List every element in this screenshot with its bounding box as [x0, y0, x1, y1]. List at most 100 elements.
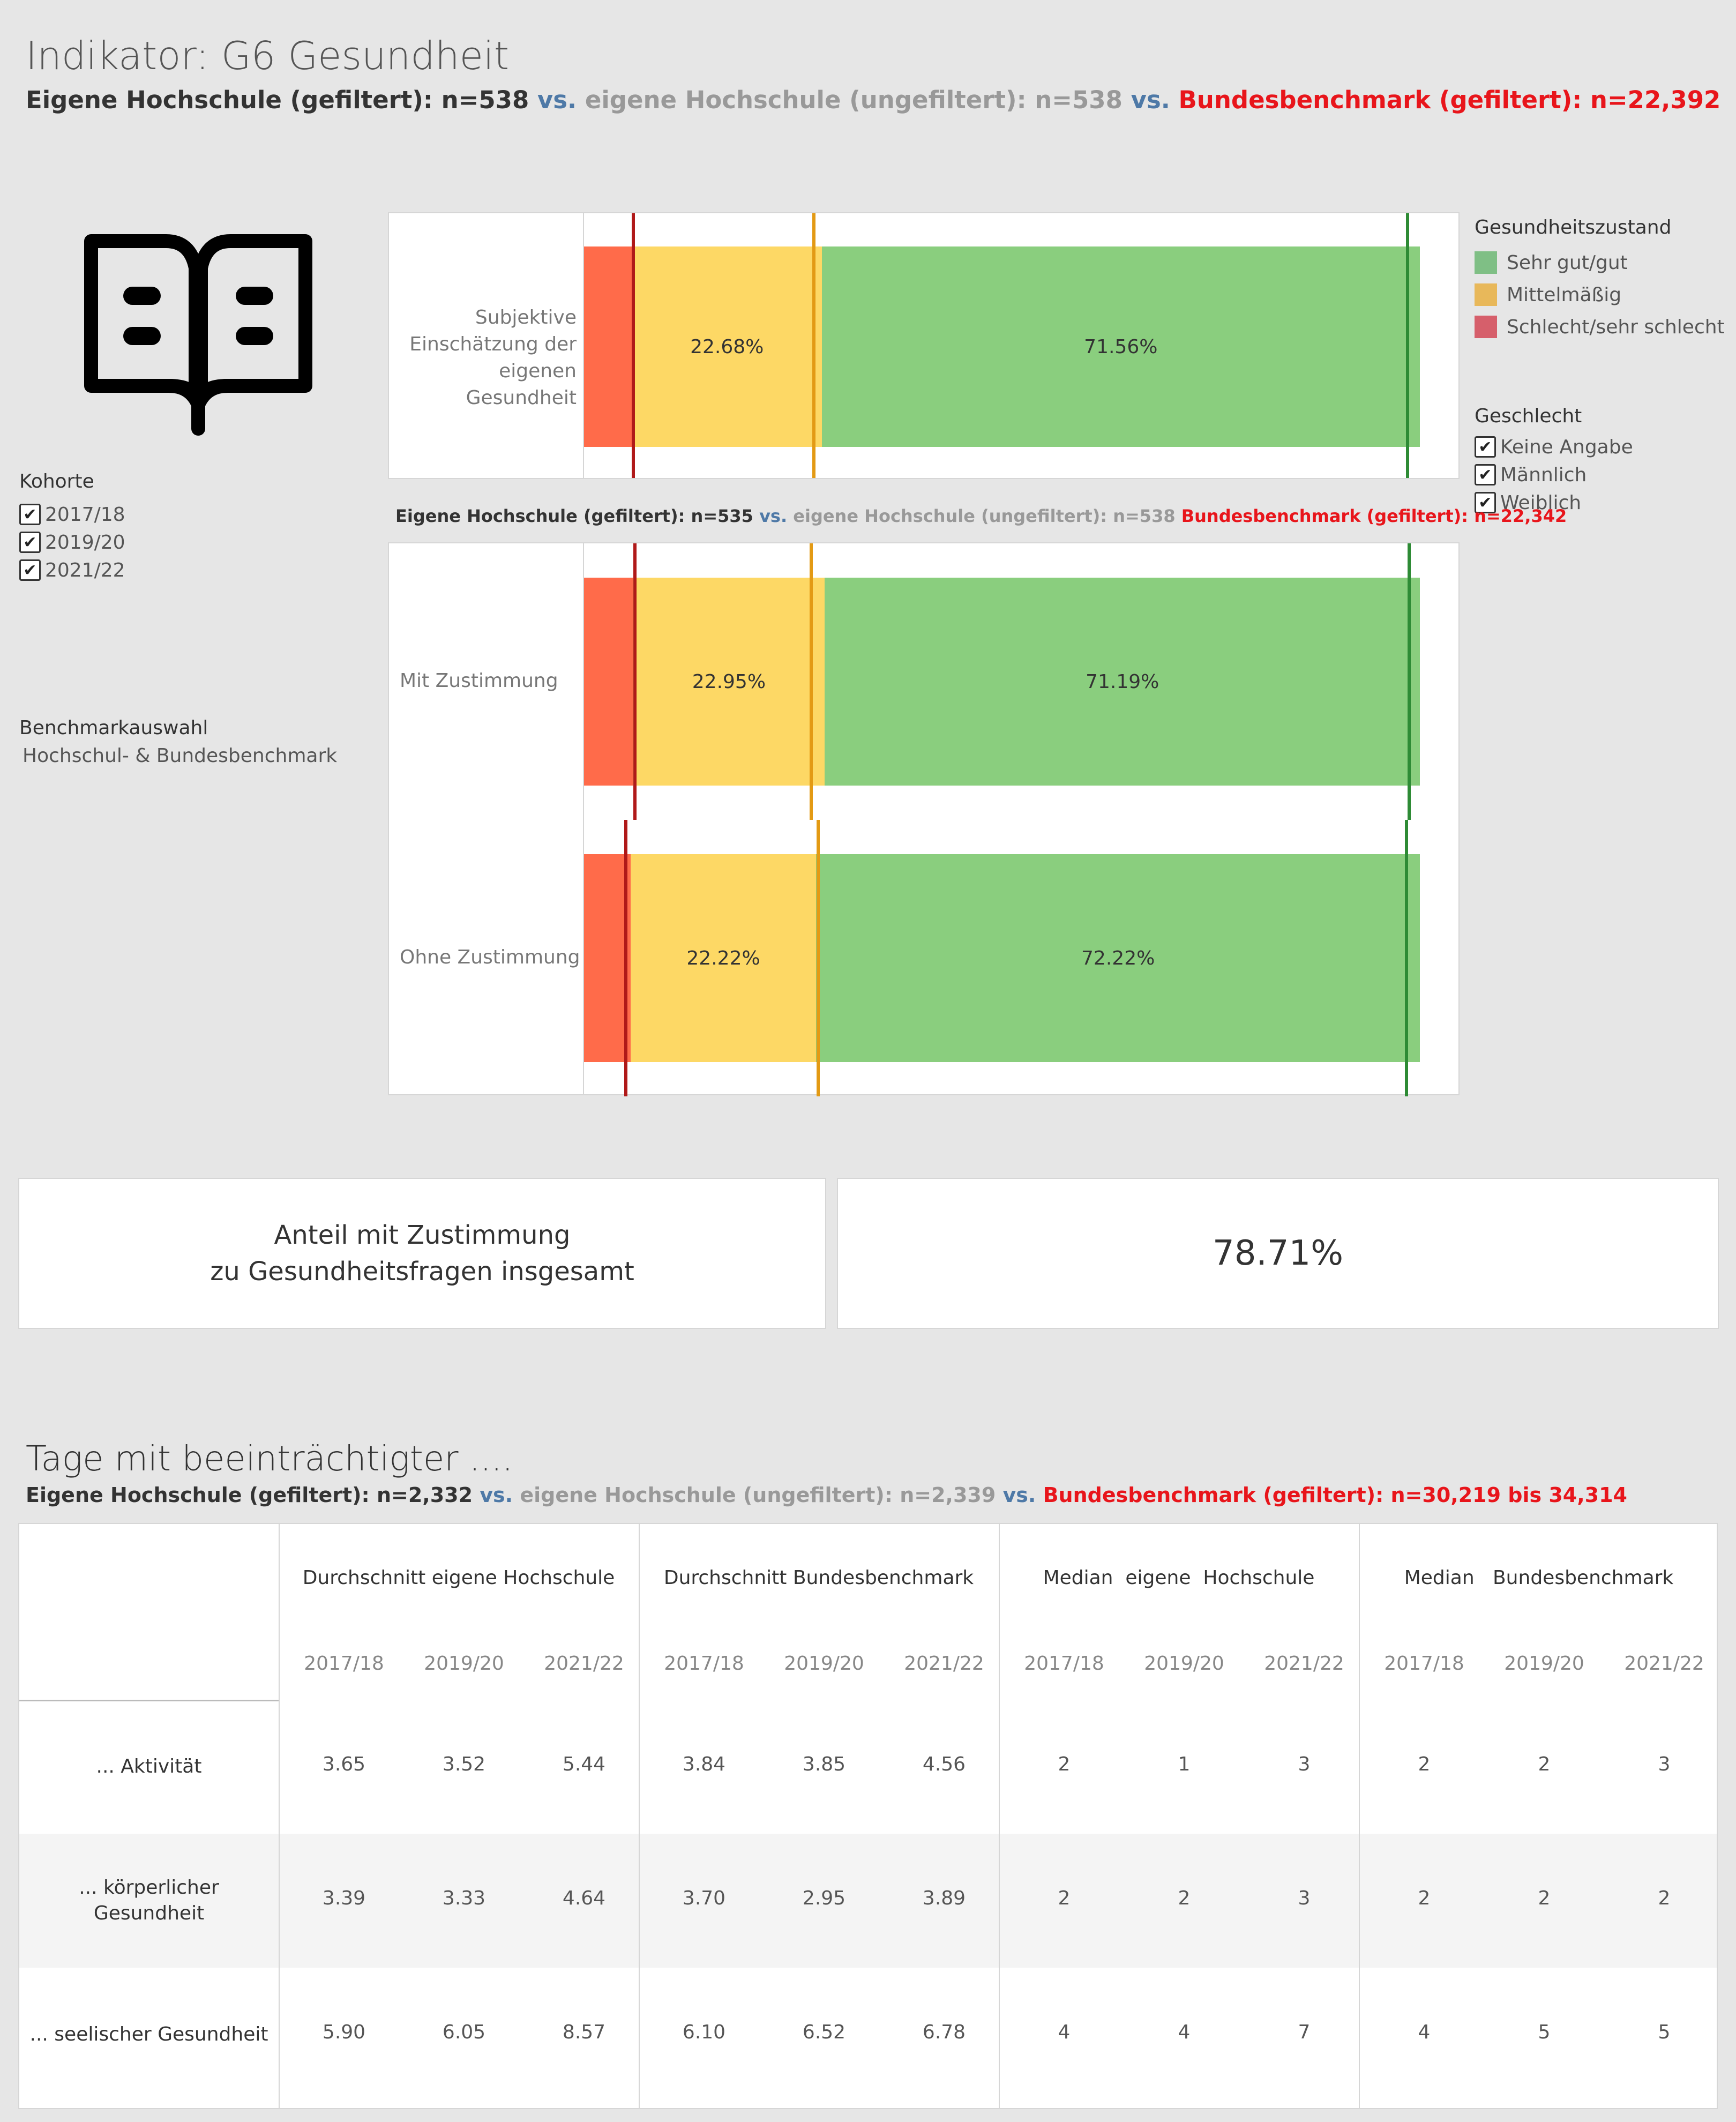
bar-good[interactable] — [816, 854, 1420, 1062]
table-cell: 4.64 — [562, 1887, 606, 1909]
benchmark-line-mid — [816, 820, 820, 1096]
chart-divider — [583, 543, 584, 1094]
column-group-header: Durchschnitt eigene Hochschule — [302, 1567, 615, 1589]
kohorte-title: Kohorte — [19, 470, 94, 492]
check-icon[interactable]: ✔ — [1475, 492, 1496, 513]
legend-swatch — [1475, 283, 1497, 306]
table-cell: 4.56 — [922, 1753, 966, 1775]
table-cell: 3.33 — [442, 1887, 486, 1909]
table-cell: 3.89 — [922, 1887, 966, 1909]
benchmark-lines — [584, 543, 1420, 820]
column-group-header: Durchschnitt Bundesbenchmark — [663, 1567, 974, 1589]
bar-mid[interactable] — [633, 578, 825, 786]
kpi-label-line2: zu Gesundheitsfragen insgesamt — [210, 1257, 634, 1287]
year-header: 2017/18 — [1024, 1653, 1104, 1675]
bar-row[interactable]: 22.68% 71.56% — [584, 246, 1420, 447]
kpi-label-panel: Anteil mit Zustimmung zu Gesundheitsfrag… — [18, 1178, 826, 1329]
benchmark-line-mid — [812, 213, 815, 478]
table-cell: 7 — [1298, 2021, 1311, 2043]
bar-row[interactable]: 22.22% 72.22% — [584, 854, 1420, 1062]
data-label: 71.56% — [1084, 335, 1158, 358]
legend-item-bad[interactable]: Schlecht/sehr schlecht — [1475, 311, 1725, 343]
table-cell: 2 — [1058, 1753, 1071, 1775]
benchmark-line-good — [1407, 543, 1411, 820]
gender-option-male[interactable]: ✔ Männlich — [1475, 461, 1633, 489]
table-cell: 3 — [1658, 1753, 1671, 1775]
table-cell: 3.84 — [682, 1753, 726, 1775]
legend-title: Gesundheitszustand — [1475, 216, 1672, 238]
gender-filter: Geschlecht ✔ Keine Angabe ✔ Männlich ✔ Weib… — [1475, 405, 1633, 517]
legend-swatch — [1475, 316, 1497, 338]
data-label: 22.22% — [686, 947, 760, 969]
check-icon[interactable]: ✔ — [1475, 436, 1496, 458]
benchmark-filter[interactable]: Benchmarkauswahl Hochschul- & Bundesbenc… — [19, 717, 337, 767]
table-row — [19, 1700, 1717, 1834]
bar-bad[interactable] — [584, 578, 633, 786]
row-label: ... seelischer Gesundheit — [29, 2023, 268, 2045]
table-cell: 3.39 — [322, 1887, 366, 1909]
kpi-value: 78.71% — [1212, 1234, 1344, 1273]
column-group-header: Median Bundesbenchmark — [1404, 1567, 1674, 1589]
gender-option-none[interactable]: ✔ Keine Angabe — [1475, 433, 1633, 461]
table-cell: 3.52 — [442, 1753, 486, 1775]
check-icon[interactable]: ✔ — [19, 504, 41, 525]
year-header: 2021/22 — [1264, 1653, 1344, 1675]
divider — [1359, 1524, 1360, 2108]
bar-row[interactable]: 22.95% 71.19% — [584, 578, 1420, 786]
bar-good[interactable] — [825, 578, 1420, 786]
open-book-icon — [80, 225, 316, 439]
data-label: 71.19% — [1086, 670, 1159, 693]
gender-option-female[interactable]: ✔ Weiblich — [1475, 489, 1633, 517]
check-icon[interactable]: ✔ — [1475, 464, 1496, 485]
data-label: 72.22% — [1081, 947, 1155, 969]
bar-bad[interactable] — [584, 854, 631, 1062]
table-grid: Durchschnitt eigene Hochschule 2017/18 201… — [19, 1524, 1717, 2108]
chart2-subtitle: Eigene Hochschule (gefiltert): n=535 vs.… — [395, 506, 1567, 526]
table-cell: 6.52 — [802, 2021, 846, 2043]
table-row — [19, 1834, 1717, 1968]
table-cell: 4 — [1178, 2021, 1191, 2043]
year-header: 2021/22 — [1624, 1653, 1704, 1675]
kpi-label-line1: Anteil mit Zustimmung — [274, 1220, 571, 1250]
table-cell: 4 — [1058, 2021, 1071, 2043]
chart-panel-consent: Mit Zustimmung Ohne Zustimmung 22.95% 71.… — [388, 542, 1460, 1096]
table-cell: 2 — [1658, 1887, 1671, 1909]
gender-title: Geschlecht — [1475, 405, 1582, 427]
bar-mid[interactable] — [632, 246, 822, 447]
check-icon[interactable]: ✔ — [19, 559, 41, 581]
year-header: 2019/20 — [424, 1653, 504, 1675]
header-subtitle: Eigene Hochschule (gefiltert): n=538 vs.… — [26, 86, 1720, 114]
benchmark-line-bad — [624, 820, 627, 1096]
bar-good[interactable] — [821, 246, 1420, 447]
subtitle-vs: vs. — [529, 86, 585, 114]
year-header: 2019/20 — [1504, 1653, 1584, 1675]
benchmark-title: Benchmarkauswahl — [19, 717, 208, 739]
table-cell: 4 — [1418, 2021, 1431, 2043]
bar-bad[interactable] — [584, 246, 632, 447]
kohorte-option-2019[interactable]: ✔ 2019/20 — [19, 528, 125, 556]
chart-panel-self-assessment: Subjektive Einschätzung der eigenen Gesund… — [388, 212, 1460, 479]
kohorte-option-2017[interactable]: ✔ 2017/18 — [19, 500, 125, 528]
benchmark-lines — [584, 820, 1420, 1096]
benchmark-lines — [584, 213, 1420, 478]
table-cell: 5.90 — [322, 2021, 366, 2043]
year-header: 2017/18 — [664, 1653, 744, 1675]
table-cell: 6.10 — [682, 2021, 726, 2043]
data-label: 22.68% — [690, 335, 764, 358]
kohorte-option-2021[interactable]: ✔ 2021/22 — [19, 556, 125, 584]
check-icon[interactable]: ✔ — [19, 532, 41, 553]
table-cell: 2 — [1418, 1753, 1431, 1775]
legend-item-mid[interactable]: Mittelmäßig — [1475, 279, 1725, 311]
legend-item-good[interactable]: Sehr gut/gut — [1475, 246, 1725, 279]
table-subtitle: Eigene Hochschule (gefiltert): n=2,332 v… — [26, 1483, 1627, 1507]
subtitle-unfiltered: eigene Hochschule (ungefiltert): n=538 — [585, 86, 1123, 114]
benchmark-line-mid — [810, 543, 813, 820]
divider — [639, 1524, 640, 2108]
table-cell: 6.05 — [442, 2021, 486, 2043]
table-cell: 3 — [1298, 1887, 1311, 1909]
bar-mid[interactable] — [630, 854, 817, 1062]
table-cell: 2 — [1538, 1887, 1551, 1909]
row-label: ... körperlicher Gesundheit — [79, 1877, 219, 1924]
chart-divider — [583, 213, 584, 478]
benchmark-value[interactable]: Hochschul- & Bundesbenchmark — [23, 745, 338, 767]
